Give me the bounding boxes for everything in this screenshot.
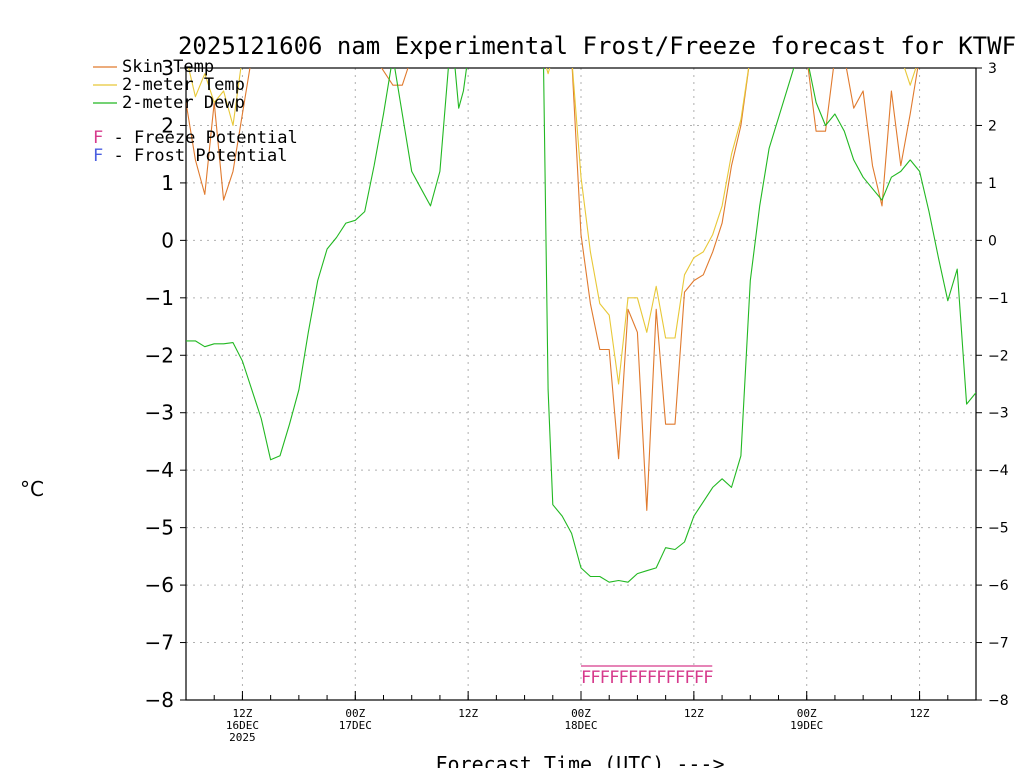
y-tick-label-right: 3: [988, 61, 997, 77]
legend-label: 2-meter Dewp: [122, 93, 245, 113]
freeze-mark: F: [628, 668, 638, 688]
legend-marker-text: - Freeze Potential: [103, 128, 297, 148]
freeze-mark: F: [666, 668, 676, 688]
legend-marker-entry: F - Frost Potential: [93, 146, 287, 166]
y-axis-label: °C: [20, 477, 44, 501]
freeze-mark: F: [590, 668, 600, 688]
freeze-mark: F: [694, 668, 704, 688]
y-tick-label-right: −6: [988, 578, 1009, 594]
y-tick-label-right: −5: [988, 521, 1009, 537]
freeze-mark: F: [684, 668, 694, 688]
y-tick-label-left: 2: [161, 113, 174, 137]
y-tick-label-right: 2: [988, 118, 997, 134]
x-tick-label: 12Z: [232, 707, 252, 720]
freeze-mark: F: [609, 668, 619, 688]
y-tick-label-right: −2: [988, 348, 1009, 364]
y-tick-label-left: −6: [145, 573, 174, 597]
y-tick-label-right: −7: [988, 636, 1009, 652]
series-line-2-meter-temp: [188, 68, 917, 385]
y-tick-label-right: 0: [988, 233, 997, 249]
y-tick-label-right: −3: [988, 406, 1009, 422]
x-tick-label: 2025: [229, 731, 256, 744]
y-tick-label-left: −5: [145, 516, 174, 540]
x-tick-label: 16DEC: [226, 719, 259, 732]
y-tick-label-left: −8: [145, 688, 174, 712]
x-tick-label: 00Z: [345, 707, 365, 720]
y-axis-right: 3 2 1 0 −1 −2 −3 −4 −5 −6 −7 −8: [976, 61, 1009, 709]
y-tick-label-right: −8: [988, 693, 1009, 709]
x-tick-label: 00Z: [571, 707, 591, 720]
x-tick-label: 12Z: [684, 707, 704, 720]
x-axis-label: Forecast Time (UTC) --->: [436, 752, 725, 768]
series-layer: [186, 68, 976, 583]
freeze-mark: F: [600, 668, 610, 688]
series-line-2-meter-dewp: [186, 68, 976, 583]
freeze-mark: F: [703, 668, 713, 688]
legend-label: 2-meter Temp: [122, 75, 245, 95]
y-tick-label-left: −3: [145, 401, 174, 425]
y-tick-label-left: 0: [161, 228, 174, 252]
grid-lines: [186, 67, 976, 701]
y-tick-label-left: −4: [145, 458, 174, 482]
x-tick-label: 19DEC: [790, 719, 823, 732]
x-tick-label: 12Z: [910, 707, 930, 720]
freeze-mark: F: [656, 668, 666, 688]
y-tick-label-right: −4: [988, 463, 1009, 479]
freeze-mark: F: [581, 668, 591, 688]
y-tick-label-left: 1: [161, 171, 174, 195]
y-tick-label-right: 1: [988, 176, 997, 192]
y-tick-label-left: −7: [145, 631, 174, 655]
legend-marker-letter: F: [93, 146, 103, 166]
chart-title: 2025121606 nam Experimental Frost/Freeze…: [178, 32, 1016, 60]
x-tick-label: 12Z: [458, 707, 478, 720]
y-tick-label-left: 3: [161, 56, 174, 80]
freeze-mark: F: [675, 668, 685, 688]
series-line-skin-temp: [186, 68, 919, 511]
y-axis-left: 3 2 1 0 −1 −2 −3 −4 −5 −6 −7 −8: [145, 56, 186, 712]
x-tick-label: 18DEC: [564, 719, 597, 732]
freeze-mark: F: [647, 668, 657, 688]
x-tick-label: 00Z: [797, 707, 817, 720]
y-tick-label-left: −1: [145, 286, 174, 310]
legend-marker-letter: F: [93, 128, 103, 148]
x-tick-label: 17DEC: [339, 719, 372, 732]
y-tick-label-right: −1: [988, 291, 1009, 307]
legend-label: Skin Temp: [122, 57, 214, 77]
legend-marker-text: - Frost Potential: [103, 146, 287, 166]
legend-marker-entry: F - Freeze Potential: [93, 128, 298, 148]
freeze-mark: F: [637, 668, 647, 688]
freeze-mark: F: [619, 668, 629, 688]
y-tick-label-left: −2: [145, 343, 174, 367]
